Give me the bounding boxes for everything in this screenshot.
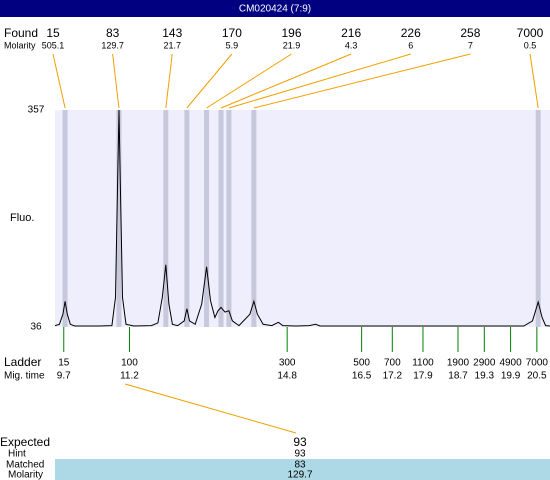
ladder-time: 20.5 (527, 371, 547, 382)
ladder-time: 16.5 (352, 371, 372, 382)
title: CM020424 (7:9) (239, 4, 311, 15)
peak-link (186, 53, 233, 109)
found-molarity: 4.3 (345, 40, 358, 50)
found-size: 7000 (517, 26, 544, 40)
peak-band (163, 110, 169, 327)
ladder-time: 18.7 (448, 371, 468, 382)
found-size: 216 (341, 26, 361, 40)
mig-time-label: Mig. time (4, 371, 45, 382)
found-size: 226 (401, 26, 421, 40)
peak-band (251, 110, 257, 327)
ladder-time: 19.3 (475, 371, 495, 382)
ladder-time: 14.8 (277, 371, 297, 382)
hint-label: Hint (8, 449, 26, 460)
found-size: 83 (106, 26, 120, 40)
ladder-size: 2900 (473, 358, 496, 369)
expected-value: 93 (293, 435, 307, 449)
matched-molarity-label: Molarity (8, 470, 43, 480)
y-tick-label: 36 (30, 322, 42, 333)
found-molarity: 7 (468, 40, 473, 50)
y-tick-label: 357 (28, 105, 45, 116)
peak-band (218, 110, 224, 327)
found-molarity: 505.1 (42, 40, 65, 50)
ladder-size: 7000 (526, 358, 549, 369)
found-size: 196 (281, 26, 301, 40)
peak-link (112, 53, 120, 109)
found-molarity: 129.7 (101, 40, 124, 50)
ladder-time: 17.9 (413, 371, 433, 382)
matched-molarity-value: 129.7 (287, 470, 312, 480)
ladder-size: 100 (121, 358, 138, 369)
found-molarity: 5.9 (226, 40, 239, 50)
matched-label: Matched (6, 460, 44, 471)
matched-bar (55, 459, 550, 480)
ladder-size: 4900 (499, 358, 522, 369)
found-size: 258 (460, 26, 480, 40)
ladder-time: 19.9 (501, 371, 521, 382)
ladder-size: 1100 (412, 358, 434, 369)
peak-link (228, 53, 411, 109)
peak-band (226, 110, 232, 327)
found-molarity: 21.9 (283, 40, 301, 50)
found-molarity: 0.5 (524, 40, 537, 50)
hint-value: 93 (294, 449, 306, 460)
ladder-time: 9.7 (57, 371, 71, 382)
peak-band (535, 110, 541, 327)
found-size: 143 (162, 26, 182, 40)
peak-link (253, 53, 471, 109)
peak-link (206, 53, 292, 109)
expected-label: Expected (0, 435, 50, 449)
peak-band (204, 110, 210, 327)
ladder-size: 700 (384, 358, 401, 369)
peak-link (52, 53, 66, 109)
plot-area (55, 110, 550, 327)
ladder-size: 1900 (447, 358, 470, 369)
peak-band (62, 110, 68, 327)
trace (54, 109, 550, 327)
ladder-size: 500 (353, 358, 370, 369)
y-axis-label: Fluo. (10, 212, 34, 224)
found-size: 170 (222, 26, 242, 40)
ladder-time: 17.2 (383, 371, 403, 382)
peak-band (184, 110, 190, 327)
molarity-label: Molarity (4, 40, 36, 50)
found-molarity: 21.7 (163, 40, 181, 50)
peak-link (220, 53, 352, 109)
expected-link (124, 383, 297, 434)
ladder-label: Ladder (4, 355, 41, 369)
found-molarity: 6 (408, 40, 413, 50)
found-label: Found (4, 26, 38, 40)
ladder-size: 300 (279, 358, 296, 369)
title-bar (0, 0, 550, 17)
ladder-size: 15 (58, 358, 70, 369)
matched-value: 83 (294, 460, 306, 471)
peak-link (529, 53, 539, 109)
found-size: 15 (46, 26, 60, 40)
ladder-time: 11.2 (120, 371, 139, 382)
peak-band (116, 110, 122, 327)
peak-link (165, 53, 173, 109)
